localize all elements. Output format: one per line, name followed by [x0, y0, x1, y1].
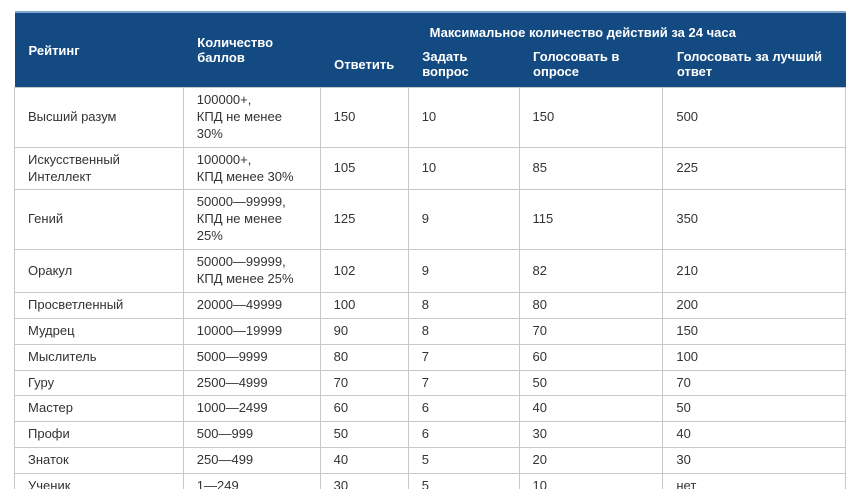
vote-poll-cell: 40: [518, 395, 664, 423]
vote-poll-cell: 20: [518, 447, 664, 475]
subheader-vote-poll: Голосовать в опросе: [519, 47, 663, 88]
vote-poll-cell: 85: [518, 146, 664, 191]
table-row: Мудрец 10000—19999 90 8 70 150: [14, 317, 846, 345]
rating-cell: Просветленный: [14, 291, 184, 319]
table-row: Мастер 1000—2499 60 6 40 50: [14, 395, 846, 423]
rating-cell: Высший разум: [14, 87, 184, 148]
answer-cell: 102: [319, 249, 409, 293]
vote-poll-cell: 10: [518, 473, 664, 489]
vote-poll-cell: 150: [518, 87, 664, 148]
points-cell: 5000—9999: [182, 343, 321, 371]
points-cell: 250—499: [182, 447, 321, 475]
ask-question-cell: 7: [407, 369, 520, 397]
ask-question-cell: 6: [407, 421, 520, 449]
ask-question-cell: 10: [407, 87, 520, 148]
answer-cell: 125: [319, 189, 409, 251]
points-cell: 50000—99999, КПД менее 25%: [182, 249, 321, 293]
rating-cell: Мыслитель: [14, 343, 184, 371]
answer-cell: 60: [319, 395, 409, 423]
vote-best-cell: 100: [662, 343, 846, 371]
points-cell: 500—999: [182, 421, 321, 449]
vote-best-cell: 150: [662, 317, 846, 345]
ask-question-cell: 6: [407, 395, 520, 423]
table-row: Мыслитель 5000—9999 80 7 60 100: [14, 343, 846, 371]
ask-question-cell: 8: [407, 317, 520, 345]
rating-cell: Мудрец: [14, 317, 184, 345]
table-row: Оракул 50000—99999, КПД менее 25% 102 9 82 21…: [14, 249, 846, 293]
vote-best-cell: 30: [662, 447, 846, 475]
subheader-ask-question: Задать вопрос: [408, 47, 520, 88]
answer-cell: 70: [319, 369, 409, 397]
ask-question-cell: 8: [407, 291, 520, 319]
rating-cell: Знаток: [14, 447, 184, 475]
table-body: Высший разум 100000+, КПД не менее 30% 150…: [14, 87, 846, 489]
vote-best-cell: 225: [662, 146, 846, 191]
vote-best-cell: 500: [662, 87, 846, 148]
subheader-vote-best: Голосовать за лучший ответ: [662, 47, 846, 88]
points-cell: 1—249: [182, 473, 321, 489]
vote-best-cell: 70: [662, 369, 846, 397]
vote-poll-cell: 50: [518, 369, 664, 397]
points-cell: 20000—49999: [182, 291, 321, 319]
vote-best-cell: 210: [662, 249, 846, 293]
ask-question-cell: 9: [407, 249, 520, 293]
header-points: Количество баллов: [183, 11, 321, 88]
answer-cell: 150: [319, 87, 409, 148]
table-row: Гуру 2500—4999 70 7 50 70: [14, 369, 846, 397]
vote-poll-cell: 60: [518, 343, 664, 371]
rating-cell: Мастер: [14, 395, 184, 423]
ask-question-cell: 5: [407, 473, 520, 489]
rating-cell: Оракул: [14, 249, 184, 293]
vote-poll-cell: 80: [518, 291, 664, 319]
vote-poll-cell: 70: [518, 317, 664, 345]
table-row: Просветленный 20000—49999 100 8 80 200: [14, 291, 846, 319]
table-row: Гений 50000—99999, КПД не менее 25% 125 9 11…: [14, 189, 846, 251]
points-cell: 1000—2499: [182, 395, 321, 423]
subheader-answer: Ответить: [320, 47, 409, 88]
points-cell: 2500—4999: [182, 369, 321, 397]
vote-best-cell: нет: [662, 473, 846, 489]
answer-cell: 90: [319, 317, 409, 345]
points-cell: 10000—19999: [182, 317, 321, 345]
ask-question-cell: 9: [407, 189, 520, 251]
table-row: Искусственный Интеллект 100000+, КПД мене…: [14, 146, 846, 191]
vote-best-cell: 50: [662, 395, 846, 423]
answer-cell: 105: [319, 146, 409, 191]
vote-best-cell: 200: [662, 291, 846, 319]
header-actions-group: Максимальное количество действий за 24 ч…: [320, 11, 846, 47]
answer-cell: 30: [319, 473, 409, 489]
table-header: Рейтинг Количество баллов Максимальное к…: [14, 11, 846, 88]
rating-limits-table: Рейтинг Количество баллов Максимальное к…: [14, 11, 846, 489]
table-row: Ученик 1—249 30 5 10 нет: [14, 473, 846, 489]
table-row: Высший разум 100000+, КПД не менее 30% 150…: [14, 87, 846, 148]
rating-cell: Ученик: [14, 473, 184, 489]
vote-poll-cell: 115: [518, 189, 664, 251]
rating-cell: Гений: [14, 189, 184, 251]
answer-cell: 50: [319, 421, 409, 449]
rating-cell: Гуру: [14, 369, 184, 397]
table-row: Профи 500—999 50 6 30 40: [14, 421, 846, 449]
answer-cell: 40: [319, 447, 409, 475]
points-cell: 100000+, КПД не менее 30%: [182, 87, 321, 148]
points-cell: 100000+, КПД менее 30%: [182, 146, 321, 191]
vote-best-cell: 40: [662, 421, 846, 449]
rating-cell: Искусственный Интеллект: [14, 146, 184, 191]
ask-question-cell: 5: [407, 447, 520, 475]
vote-poll-cell: 30: [518, 421, 664, 449]
ask-question-cell: 10: [407, 146, 520, 191]
rating-cell: Профи: [14, 421, 184, 449]
ask-question-cell: 7: [407, 343, 520, 371]
vote-best-cell: 350: [662, 189, 846, 251]
answer-cell: 100: [319, 291, 409, 319]
vote-poll-cell: 82: [518, 249, 664, 293]
points-cell: 50000—99999, КПД не менее 25%: [182, 189, 321, 251]
header-rating: Рейтинг: [14, 11, 184, 88]
answer-cell: 80: [319, 343, 409, 371]
table-row: Знаток 250—499 40 5 20 30: [14, 447, 846, 475]
